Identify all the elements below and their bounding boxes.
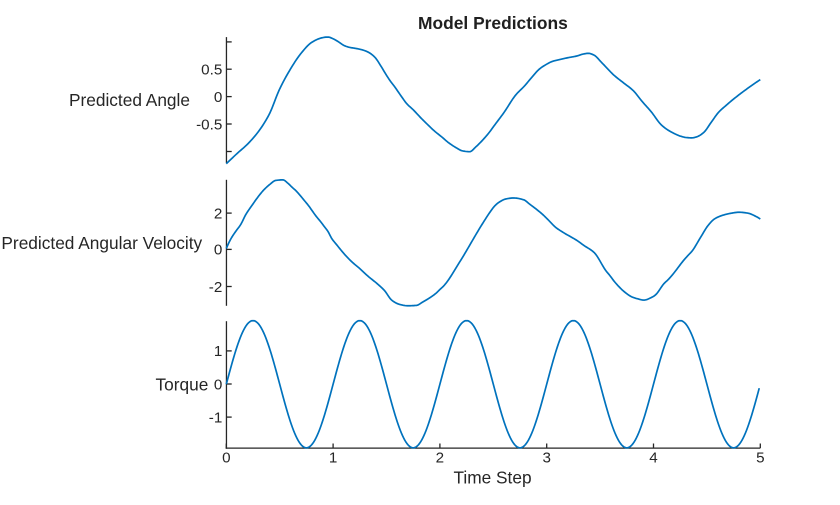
- svg-text:0: 0: [222, 450, 230, 467]
- svg-text:2: 2: [214, 205, 222, 222]
- svg-text:Model Predictions: Model Predictions: [418, 13, 568, 33]
- svg-text:1: 1: [214, 343, 222, 360]
- svg-text:-1: -1: [209, 409, 223, 426]
- svg-text:2: 2: [436, 450, 444, 467]
- svg-text:Time Step: Time Step: [453, 467, 531, 487]
- svg-text:Predicted Angular Velocity: Predicted Angular Velocity: [1, 233, 202, 253]
- svg-text:3: 3: [542, 450, 550, 467]
- svg-text:0: 0: [214, 242, 222, 259]
- svg-text:5: 5: [756, 450, 764, 467]
- svg-text:Torque: Torque: [156, 375, 209, 395]
- svg-text:-0.5: -0.5: [196, 116, 222, 133]
- svg-text:1: 1: [329, 450, 337, 467]
- svg-text:-2: -2: [209, 279, 223, 296]
- svg-text:0: 0: [214, 376, 222, 393]
- svg-text:0.5: 0.5: [201, 62, 222, 79]
- svg-text:0: 0: [214, 89, 222, 106]
- svg-text:Predicted Angle: Predicted Angle: [69, 90, 190, 110]
- svg-text:4: 4: [649, 450, 657, 467]
